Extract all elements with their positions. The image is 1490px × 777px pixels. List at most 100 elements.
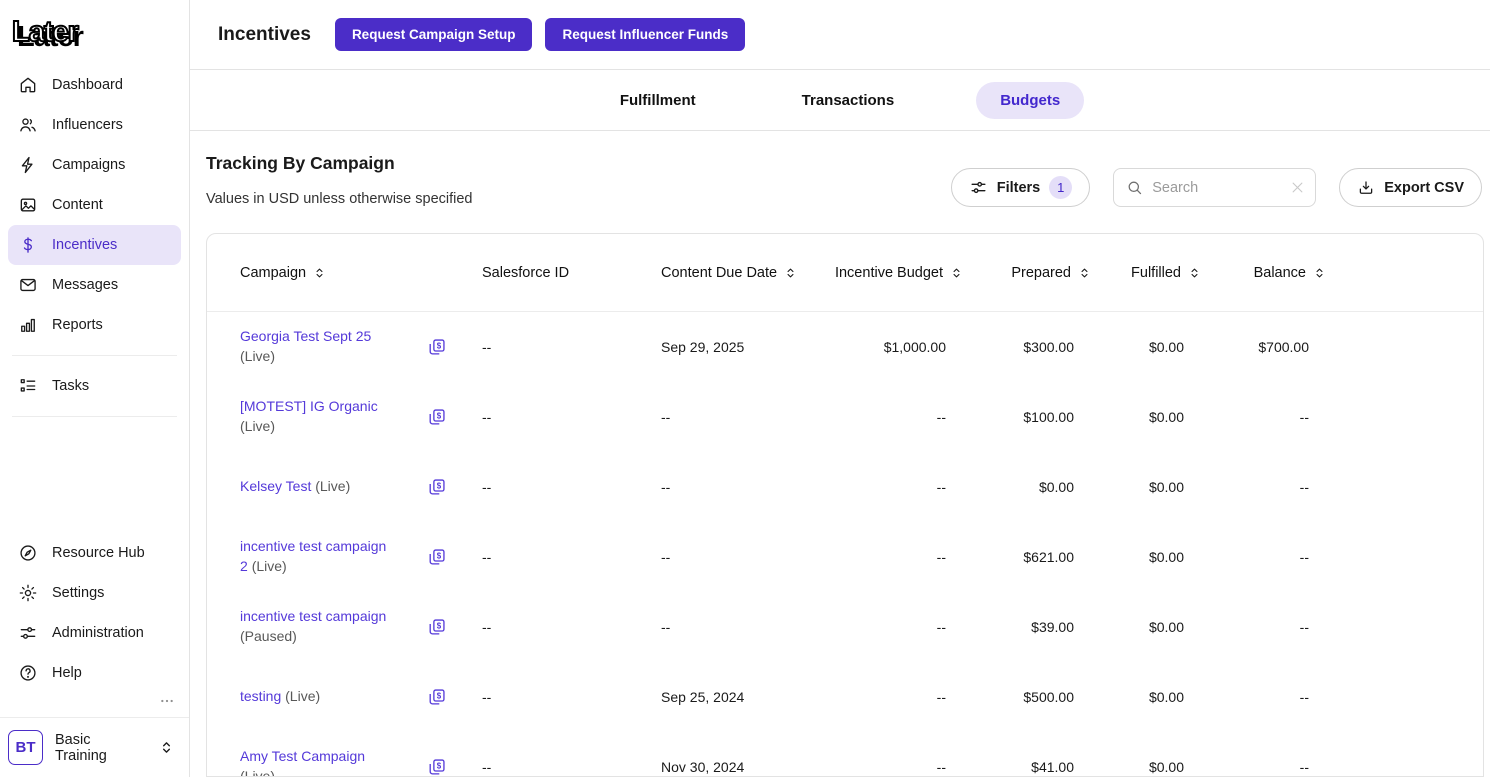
balance-cell: -- <box>1299 689 1309 705</box>
sidebar-item-reports[interactable]: Reports <box>8 305 181 345</box>
sidebar-item-dashboard[interactable]: Dashboard <box>8 65 181 105</box>
sidebar-item-label: Help <box>52 665 82 681</box>
balance-cell: -- <box>1299 479 1309 495</box>
prepared-cell: $621.00 <box>1023 549 1074 565</box>
sidebar-item-settings[interactable]: Settings <box>8 573 181 613</box>
content-area: Tracking By Campaign Values in USD unles… <box>190 131 1490 777</box>
campaign-link[interactable]: Amy Test Campaign <box>240 748 366 765</box>
page-header: Incentives Request Campaign Setup Reques… <box>190 0 1490 70</box>
campaign-funds-icon[interactable]: $ <box>426 547 482 568</box>
sidebar-item-label: Tasks <box>52 378 90 394</box>
search-input[interactable] <box>1152 179 1282 196</box>
column-label: Incentive Budget <box>834 264 943 281</box>
image-icon <box>18 195 38 215</box>
campaign-status: (Live) <box>240 768 276 777</box>
sidebar-item-administration[interactable]: Administration <box>8 613 181 653</box>
compass-icon <box>18 543 38 563</box>
sidebar-item-messages[interactable]: Messages <box>8 265 181 305</box>
checklist-icon <box>18 376 38 396</box>
campaign-funds-icon[interactable]: $ <box>426 757 482 777</box>
salesforce-id-cell: -- <box>482 549 492 565</box>
sidebar-item-tasks[interactable]: Tasks <box>8 366 181 406</box>
budget-cell: -- <box>936 689 946 705</box>
sidebar-item-resource-hub[interactable]: Resource Hub <box>8 533 181 573</box>
later-logo[interactable]: Later <box>0 0 189 49</box>
campaign-link[interactable]: Kelsey Test <box>240 478 312 495</box>
column-header-fulfilled[interactable]: Fulfilled <box>1091 265 1201 281</box>
clear-search-icon[interactable] <box>1290 180 1305 195</box>
sidebar-item-label: Campaigns <box>52 157 126 173</box>
campaign-cell: incentive test campaign (Paused) <box>207 607 392 646</box>
home-icon <box>18 75 38 95</box>
sidebar-item-content[interactable]: Content <box>8 185 181 225</box>
workspace-avatar: BT <box>8 730 43 765</box>
campaign-funds-icon[interactable]: $ <box>426 617 482 638</box>
column-header-balance[interactable]: Balance <box>1201 265 1326 281</box>
svg-text:$: $ <box>437 691 442 700</box>
column-label: Prepared <box>1011 264 1071 281</box>
request-campaign-setup-button[interactable]: Request Campaign Setup <box>334 18 533 51</box>
column-header-campaign[interactable]: Campaign <box>207 265 426 281</box>
due-date-cell: Sep 29, 2025 <box>661 339 745 355</box>
table-row: [MOTEST] IG Organic (Live) $ -- -- -- $100.00… <box>207 382 1483 452</box>
fulfilled-cell: $0.00 <box>1148 689 1184 705</box>
sidebar-item-campaigns[interactable]: Campaigns <box>8 145 181 185</box>
prepared-cell: $39.00 <box>1031 619 1074 635</box>
balance-cell: -- <box>1299 409 1309 425</box>
due-date-cell: -- <box>661 409 671 425</box>
dollar-icon <box>18 235 38 255</box>
tab-budgets[interactable]: Budgets <box>976 81 1085 119</box>
campaign-link[interactable]: incentive test campaign 2 <box>240 538 387 574</box>
column-header-salesforce_id: Salesforce ID <box>482 265 661 281</box>
svg-text:$: $ <box>437 481 442 490</box>
column-header-prepared[interactable]: Prepared <box>963 265 1091 281</box>
sidebar-item-help[interactable]: Help <box>8 653 181 693</box>
prepared-cell: $300.00 <box>1023 339 1074 355</box>
more-options-icon[interactable] <box>159 693 175 709</box>
prepared-cell: $41.00 <box>1031 759 1074 775</box>
table-toolbar: Filters 1 <box>950 168 1482 207</box>
request-influencer-funds-button[interactable]: Request Influencer Funds <box>545 18 746 51</box>
column-header-content_due_date[interactable]: Content Due Date <box>661 265 829 281</box>
sidebar-nav-utility: Resource Hub Settings Administration Help <box>0 533 189 693</box>
sidebar-divider <box>12 355 177 356</box>
campaign-cell: [MOTEST] IG Organic (Live) <box>207 397 392 436</box>
tab-fulfillment[interactable]: Fulfillment <box>619 91 696 109</box>
filters-label: Filters <box>996 179 1041 196</box>
sidebar-spacer <box>0 427 189 533</box>
sidebar-nav-primary: Dashboard Influencers Campaigns Content Ince… <box>0 65 189 345</box>
table-row: incentive test campaign 2 (Live) $ -- -- -- $… <box>207 522 1483 592</box>
due-date-cell: -- <box>661 479 671 495</box>
campaign-funds-icon[interactable]: $ <box>426 477 482 498</box>
sidebar-divider <box>12 416 177 417</box>
people-icon <box>18 115 38 135</box>
campaign-funds-icon[interactable]: $ <box>426 407 482 428</box>
column-label: Salesforce ID <box>482 264 570 281</box>
search-box <box>1113 168 1317 207</box>
table-row: Georgia Test Sept 25 (Live) $ -- Sep 29, 20… <box>207 312 1483 382</box>
campaign-funds-icon[interactable]: $ <box>426 337 482 358</box>
filters-button[interactable]: Filters 1 <box>950 168 1091 207</box>
workspace-switcher[interactable]: BT Basic Training <box>0 717 189 777</box>
fulfilled-cell: $0.00 <box>1148 479 1184 495</box>
header-actions: Request Campaign Setup Request Influence… <box>334 18 746 51</box>
campaign-link[interactable]: [MOTEST] IG Organic <box>240 398 378 415</box>
campaign-funds-icon[interactable]: $ <box>426 687 482 708</box>
column-header-incentive_budget[interactable]: Incentive Budget <box>829 265 963 281</box>
budget-cell: -- <box>936 759 946 775</box>
sidebar-item-influencers[interactable]: Influencers <box>8 105 181 145</box>
budget-cell: -- <box>936 479 946 495</box>
tab-transactions[interactable]: Transactions <box>801 91 895 109</box>
sidebar-item-incentives[interactable]: Incentives <box>8 225 181 265</box>
campaign-name-wrap: testing (Live) <box>240 688 320 704</box>
export-csv-button[interactable]: Export CSV <box>1339 168 1482 207</box>
chevron-up-down-icon <box>158 739 175 756</box>
sort-icon <box>950 266 963 280</box>
table-body: Georgia Test Sept 25 (Live) $ -- Sep 29, 20… <box>207 312 1483 777</box>
campaign-status: (Live) <box>285 688 321 705</box>
campaign-link[interactable]: testing <box>240 688 282 705</box>
sort-icon <box>313 266 326 280</box>
campaign-link[interactable]: incentive test campaign <box>240 608 387 625</box>
campaign-link[interactable]: Georgia Test Sept 25 <box>240 328 372 345</box>
